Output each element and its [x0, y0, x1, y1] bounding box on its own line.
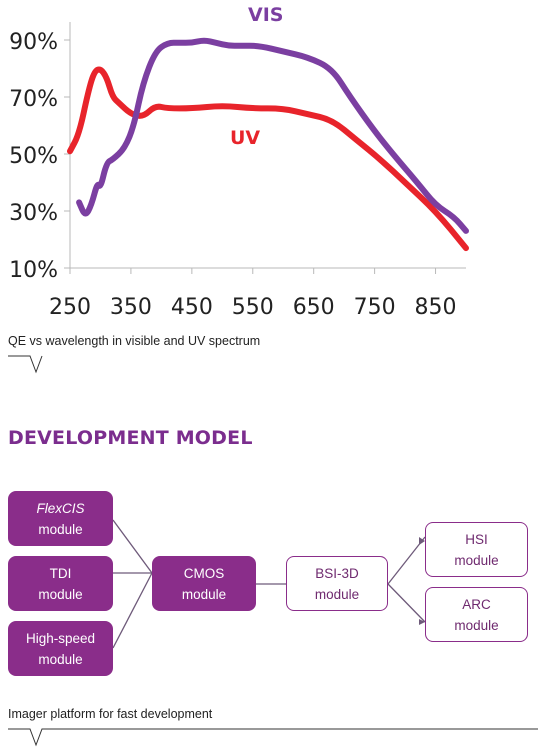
arc-module-box: ARC module	[425, 587, 528, 642]
cmos-module-box: CMOS module	[152, 556, 256, 611]
development-model-diagram: FlexCIS module TDI module High-speed mod…	[0, 470, 538, 700]
series-line-uv	[67, 66, 469, 252]
caption-rule-2	[8, 728, 538, 747]
x-tick-label: 350	[110, 295, 152, 320]
arc-label: ARC	[462, 596, 491, 612]
y-tick-label: 30%	[9, 201, 58, 226]
y-tick-labels: 10% 30% 50% 70% 90%	[9, 30, 70, 283]
bsi-3d-label: BSI-3D	[315, 565, 359, 581]
y-tick-label: 50%	[9, 144, 58, 169]
flexcis-label: FlexCIS	[36, 500, 85, 516]
chart-caption: QE vs wavelength in visible and UV spect…	[8, 334, 261, 348]
x-tick-label: 750	[354, 295, 396, 320]
x-tick-label: 250	[49, 295, 91, 320]
arrow-arc	[419, 619, 425, 625]
high-speed-sublabel: module	[38, 651, 83, 667]
chart-axes	[69, 22, 466, 269]
high-speed-module-box: High-speed module	[8, 621, 113, 676]
x-tick-label: 650	[293, 295, 335, 320]
high-speed-label: High-speed	[25, 630, 96, 646]
chart-series	[67, 37, 469, 252]
connector-bsi-hsi	[387, 536, 426, 585]
y-tick-label: 70%	[9, 87, 58, 112]
hsi-sublabel: module	[454, 552, 499, 568]
annotation-uv: UV	[230, 127, 260, 149]
diagram-connectors	[112, 519, 426, 649]
tdi-label: TDI	[49, 565, 72, 581]
y-tick-label: 10%	[9, 258, 58, 283]
x-tick-label: 850	[415, 295, 457, 320]
x-tick-label: 550	[232, 295, 274, 320]
flexcis-sublabel: module	[38, 521, 83, 537]
flexcis-module-box: FlexCIS module	[8, 491, 113, 546]
cmos-sublabel: module	[181, 586, 227, 602]
connector-highspeed-cmos	[112, 572, 153, 649]
series-line-vis	[76, 37, 469, 234]
x-tick-label: 450	[171, 295, 213, 320]
hsi-module-box: HSI module	[425, 522, 528, 577]
y-tick-label: 90%	[9, 30, 58, 55]
section-heading: DEVELOPMENT MODEL	[8, 427, 253, 449]
caption-rule-1	[8, 355, 43, 374]
connector-bsi-arc	[387, 583, 426, 623]
annotation-vis: VIS	[248, 4, 283, 26]
diagram-caption: Imager platform for fast development	[8, 707, 213, 721]
x-tick-labels: 250 350 450 550 650 750 850	[49, 268, 457, 320]
arrow-hsi	[419, 537, 425, 545]
bsi-3d-sublabel: module	[314, 586, 360, 602]
qe-chart: 10% 30% 50% 70% 90% 250 350 450 550 650 750 850 VI…	[9, 4, 469, 320]
tdi-module-box: TDI module	[8, 556, 113, 611]
bsi-3d-module-box: BSI-3D module	[286, 556, 388, 611]
arc-sublabel: module	[454, 617, 499, 633]
cmos-label: CMOS	[183, 565, 225, 581]
tdi-sublabel: module	[38, 586, 83, 602]
connector-flexcis-cmos	[112, 519, 153, 574]
hsi-label: HSI	[465, 531, 488, 547]
